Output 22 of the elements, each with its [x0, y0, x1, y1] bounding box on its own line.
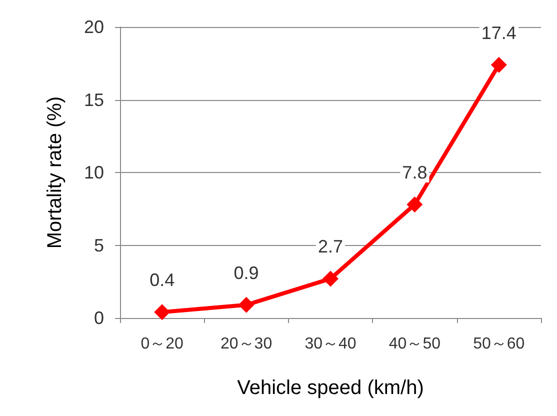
- point: [322, 270, 338, 287]
- data-label: 2.7: [318, 236, 344, 257]
- point: [490, 56, 507, 73]
- x-tick-label: 40～50: [388, 336, 441, 352]
- data-label: 7.8: [402, 162, 428, 183]
- y-tick-label: 20: [84, 17, 104, 37]
- y-tick-label: 0: [94, 308, 104, 328]
- y-axis-title: Mortality rate (%): [44, 96, 66, 249]
- point: [238, 296, 254, 313]
- x-tick-label: 0～20: [140, 336, 184, 352]
- x-tick-label: 50～60: [473, 336, 525, 352]
- data-label: 0.4: [150, 270, 175, 290]
- x-tick-label: 20～30: [220, 336, 272, 352]
- data-label: 17.4: [481, 22, 516, 43]
- x-tick-label: 30～40: [304, 336, 356, 352]
- point: [406, 196, 423, 213]
- data-label: 0.9: [234, 262, 259, 283]
- y-tick-label: 10: [84, 162, 104, 182]
- x-axis-title: Vehicle speed (km/h): [237, 377, 424, 399]
- y-tick-label: 15: [84, 90, 104, 110]
- y-tick-label: 5: [94, 235, 104, 256]
- point: [154, 304, 170, 320]
